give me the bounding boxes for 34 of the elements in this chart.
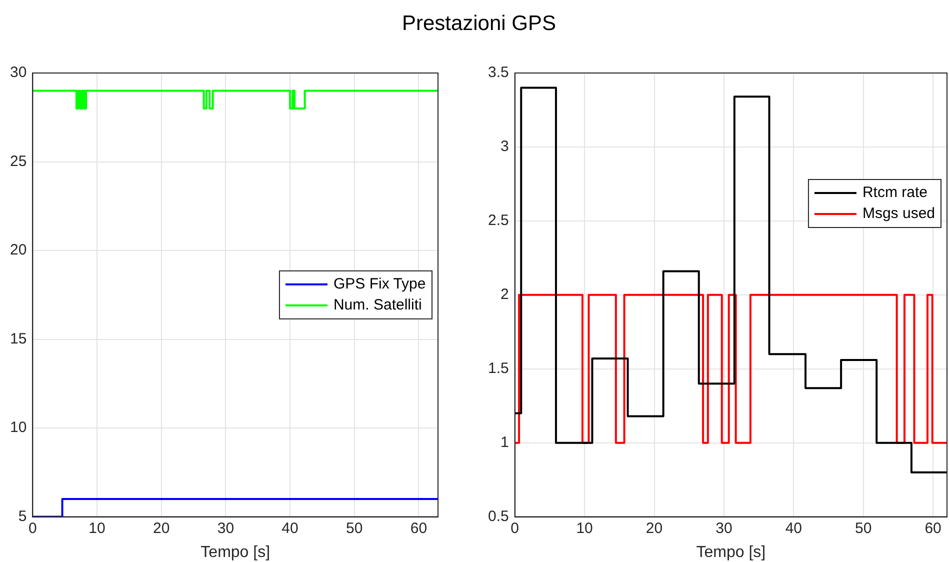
x-tick-label: 40 [282,520,298,537]
y-tick-label: 5 [18,508,27,525]
y-tick-label: 20 [10,242,27,259]
y-tick-label: 1 [500,434,509,451]
y-tick-label: 0.5 [488,508,509,525]
x-tick-label: 50 [855,520,872,537]
x-tick-label: 0 [28,520,37,537]
x-axis-title: Tempo [s] [696,544,766,561]
x-tick-label: 20 [153,520,170,537]
x-tick-label: 30 [217,520,234,537]
y-tick-label: 30 [10,64,27,82]
x-tick-label: 20 [646,520,663,537]
y-tick-label: 2.5 [488,212,509,230]
y-tick-label: 25 [10,152,27,170]
y-tick-label: 15 [10,330,27,348]
x-tick-label: 50 [346,520,363,537]
x-tick-label: 10 [576,520,593,537]
legend-label: Num. Satelliti [333,296,422,314]
y-tick-label: 10 [10,419,27,436]
x-tick-label: 40 [785,520,802,537]
chart-title: Prestazioni GPS [400,12,558,36]
legend-label: GPS Fix Type [333,276,426,293]
x-tick-label: 10 [88,520,106,537]
x-tick-label: 60 [924,520,942,537]
x-tick-label: 30 [716,520,732,537]
x-axis-title: Tempo [s] [200,544,270,561]
x-tick-label: 0 [510,520,520,537]
legend-label: Rtcm rate [862,184,928,202]
y-tick-label: 3.5 [488,64,509,82]
y-tick-label: 2 [500,286,509,304]
x-tick-label: 60 [410,520,428,537]
y-tick-label: 1.5 [488,360,509,378]
legend-label: Msgs used [862,205,936,222]
y-tick-label: 3 [500,138,509,156]
